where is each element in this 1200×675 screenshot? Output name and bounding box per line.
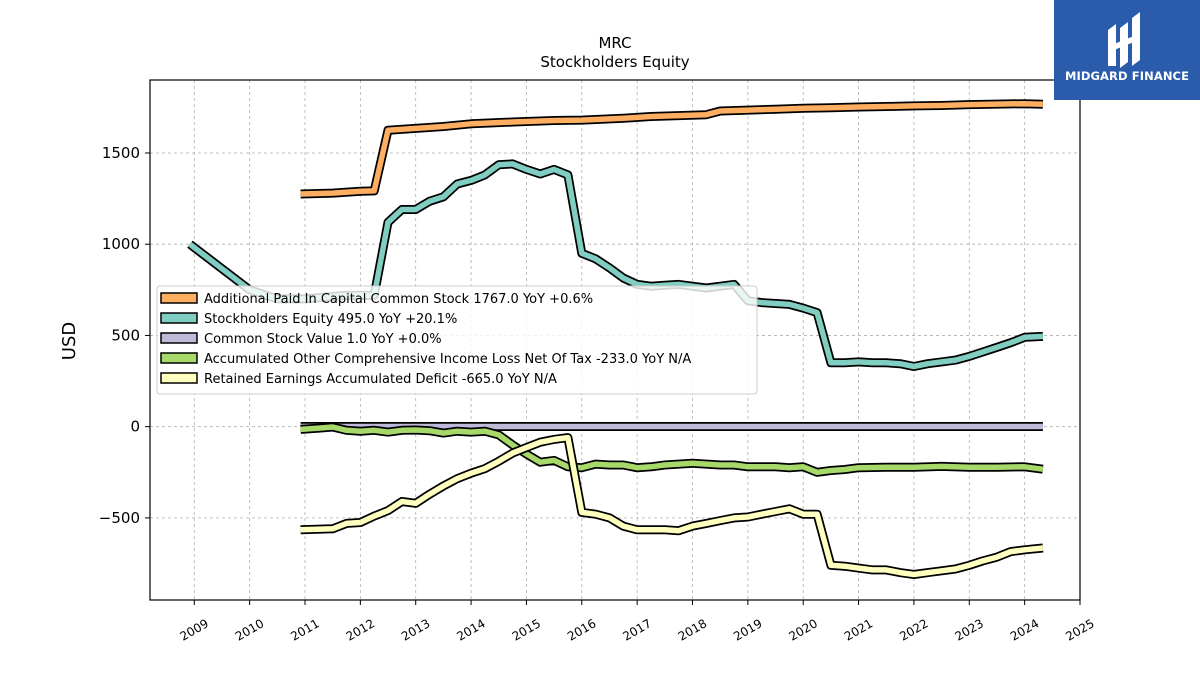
chart-subtitle: Stockholders Equity [540,53,689,71]
legend-swatch [160,292,198,304]
y-axis-label: USD [59,322,80,360]
legend-entry: Stockholders Equity 495.0 YoY +20.1% [204,312,457,327]
legend-swatch [160,312,198,324]
legend-box [156,285,758,395]
legend-entry: Accumulated Other Comprehensive Income L… [204,352,691,367]
x-tick-label: 2009 [178,616,211,643]
x-tick-label: 2014 [454,616,487,643]
x-tick-label: 2012 [344,616,377,643]
x-tick-label: 2019 [731,616,764,643]
y-tick-label: 1000 [102,235,140,253]
series-line-outline [300,433,1044,579]
legend-swatch [160,372,198,384]
brand-logo: MIDGARD FINANCE [1054,0,1200,100]
series-line [300,424,1044,476]
legend-swatch [160,352,198,364]
legend-entry: Retained Earnings Accumulated Deficit -6… [204,372,557,387]
x-axis-ticks: 2009 2010 2011 2012 2013 2014 2015 2016 2017 2018… [178,600,1097,644]
plot-frame [149,79,1081,601]
series-layer [187,99,1044,579]
chart-title: MRC [598,34,631,52]
y-tick-label: −500 [99,509,140,527]
x-tick-label: 2010 [233,616,266,643]
legend-entry: Additional Paid In Capital Common Stock … [204,292,593,307]
x-tick-label: 2017 [620,616,653,643]
x-tick-label: 2020 [786,616,819,643]
x-tick-label: 2016 [565,616,598,643]
x-tick-label: 2013 [399,616,432,643]
x-tick-label: 2023 [953,616,986,643]
x-tick-label: 2021 [842,616,875,643]
y-tick-label: 500 [111,326,140,344]
x-tick-label: 2024 [1008,616,1041,643]
y-tick-label: 1500 [102,144,140,162]
x-tick-label: 2011 [288,616,321,643]
series-line [188,161,1044,370]
series-line [300,434,1044,578]
y-axis-ticks: −500 0 500 1000 1500 [99,144,150,527]
legend-swatch [160,332,198,344]
x-tick-label: 2022 [897,616,930,643]
y-tick-label: 0 [130,418,140,436]
legend-entry: Common Stock Value 1.0 YoY +0.0% [204,332,442,347]
brand-name: MIDGARD FINANCE [1064,69,1190,83]
midgard-logo-icon [1108,12,1140,68]
x-tick-label: 2018 [676,616,709,643]
x-tick-label: 2015 [510,616,543,643]
series-line [300,100,1043,197]
x-tick-label: 2025 [1063,616,1096,643]
legend: Additional Paid In Capital Common Stock … [156,285,758,395]
